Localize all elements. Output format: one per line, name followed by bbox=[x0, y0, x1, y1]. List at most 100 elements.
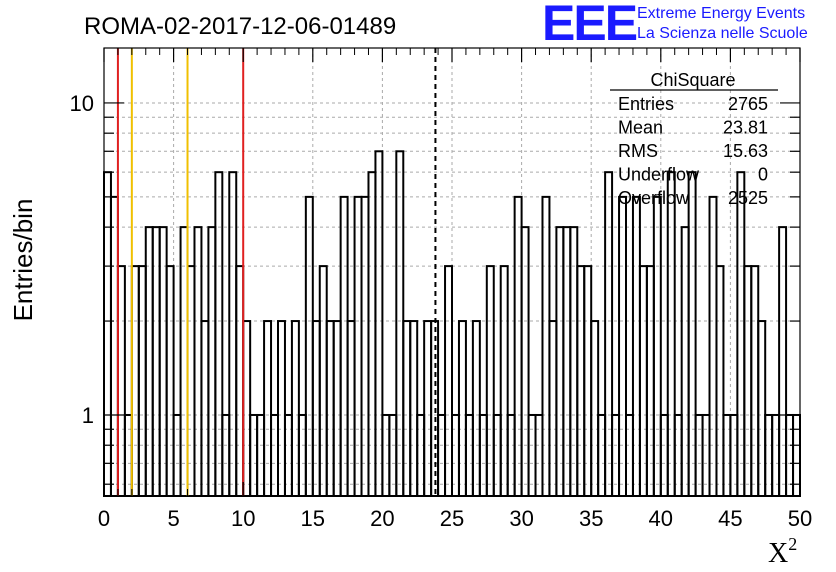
stats-value: 23.81 bbox=[723, 118, 768, 138]
threshold-lines bbox=[116, 48, 437, 496]
histogram-bin bbox=[569, 226, 579, 497]
x-tick-label: 5 bbox=[167, 506, 179, 531]
histogram-bin bbox=[179, 226, 189, 497]
histogram-bin bbox=[499, 265, 509, 497]
stats-label: Overflow bbox=[618, 188, 690, 208]
axis-ticks bbox=[103, 48, 801, 496]
x-tick-label: 15 bbox=[301, 506, 325, 531]
histogram-bin bbox=[200, 320, 210, 498]
x-tick-label: 10 bbox=[231, 506, 255, 531]
histogram-bin bbox=[158, 226, 168, 497]
x-axis-label: X2 bbox=[768, 534, 797, 569]
histogram-bin bbox=[374, 150, 384, 497]
histogram-bin bbox=[332, 320, 342, 498]
histogram-bin bbox=[736, 171, 746, 498]
histogram-bin bbox=[228, 171, 238, 498]
stats-label: Entries bbox=[618, 94, 674, 114]
histogram-bin bbox=[778, 226, 788, 497]
histogram-bin bbox=[743, 265, 753, 497]
histogram-bin bbox=[304, 195, 314, 497]
histogram-bin bbox=[645, 265, 655, 497]
histogram-bin bbox=[590, 320, 600, 498]
x-tick-label: 25 bbox=[440, 506, 464, 531]
x-axis-label-base: X bbox=[768, 538, 788, 569]
stats-rows: Entries 2765 Mean 23.81 RMS 15.63 Underflow 0 Ov… bbox=[618, 94, 768, 208]
stats-label: RMS bbox=[618, 141, 658, 161]
histogram-bin bbox=[555, 226, 565, 497]
histogram-bin bbox=[353, 195, 363, 497]
histogram-bin bbox=[103, 171, 112, 498]
histogram-bin bbox=[402, 320, 412, 498]
x-axis-label-sup: 2 bbox=[788, 534, 797, 554]
histogram-bin bbox=[444, 265, 454, 497]
histogram-bin bbox=[548, 320, 558, 498]
histogram-bin bbox=[151, 226, 161, 497]
stats-value: 2525 bbox=[728, 188, 768, 208]
histogram-bin bbox=[520, 226, 530, 497]
x-tick-label: 20 bbox=[370, 506, 394, 531]
histogram-bin bbox=[604, 171, 614, 498]
histogram-bin bbox=[367, 171, 377, 498]
logo-line-1: Extreme Energy Events bbox=[637, 5, 805, 22]
histogram-bin bbox=[562, 226, 572, 497]
x-tick-label: 0 bbox=[98, 506, 110, 531]
histogram-bin bbox=[290, 320, 300, 498]
histogram-bin bbox=[757, 320, 767, 498]
x-tick-label: 50 bbox=[788, 506, 812, 531]
histogram-bin bbox=[235, 265, 245, 497]
tick-labels: 0 5 10 15 20 25 30 35 40 45 50 1 10 bbox=[70, 91, 813, 531]
eee-logo: EEE Extreme Energy Events La Scienza nel… bbox=[542, 0, 808, 51]
histogram-bin bbox=[207, 226, 217, 497]
histogram-bin bbox=[513, 195, 523, 497]
histogram-bin bbox=[457, 320, 467, 498]
histogram-bin bbox=[395, 150, 405, 497]
histogram-bin bbox=[186, 265, 196, 497]
y-tick-label: 1 bbox=[82, 403, 94, 428]
stats-box: ChiSquare Entries 2765 Mean 23.81 RMS 15.63 Un… bbox=[610, 70, 778, 208]
histogram-bars bbox=[103, 150, 801, 498]
stats-value: 2765 bbox=[728, 94, 768, 114]
histogram-bin bbox=[576, 265, 586, 497]
histogram-bin bbox=[109, 195, 119, 497]
histogram-bin bbox=[666, 171, 676, 498]
logo-line-2: La Scienza nelle Scuole bbox=[637, 25, 808, 42]
histogram-bin bbox=[715, 265, 725, 497]
histogram-bin bbox=[423, 320, 433, 498]
histogram-bin bbox=[165, 265, 175, 497]
histogram-bin bbox=[242, 320, 252, 498]
histogram-bin bbox=[750, 265, 760, 497]
histogram-bin bbox=[116, 265, 126, 497]
histogram-bin bbox=[144, 226, 154, 497]
histogram-bin bbox=[687, 171, 697, 498]
histogram-bin bbox=[631, 195, 641, 497]
histogram-bin bbox=[277, 320, 286, 498]
histogram-bin bbox=[583, 265, 593, 497]
histogram-bin bbox=[193, 226, 203, 497]
stats-value: 15.63 bbox=[723, 141, 768, 161]
y-tick-label: 10 bbox=[70, 91, 94, 116]
histogram-bin bbox=[360, 195, 370, 497]
x-tick-label: 30 bbox=[509, 506, 533, 531]
histogram-bin bbox=[471, 320, 481, 498]
y-axis-label: Entries/bin bbox=[8, 199, 38, 322]
stats-header: ChiSquare bbox=[650, 70, 735, 90]
histogram-bin bbox=[485, 265, 495, 497]
histogram-bin bbox=[214, 171, 224, 498]
histogram-bin bbox=[638, 265, 648, 497]
histogram-bin bbox=[409, 320, 419, 498]
x-tick-label: 35 bbox=[579, 506, 603, 531]
histogram-bin bbox=[346, 320, 356, 498]
x-tick-label: 40 bbox=[649, 506, 673, 531]
histogram-bin bbox=[137, 265, 147, 497]
histogram-bin bbox=[708, 195, 718, 497]
logo-mark: EEE bbox=[542, 0, 637, 51]
histogram-bin bbox=[263, 320, 273, 498]
x-tick-label: 45 bbox=[718, 506, 742, 531]
histogram-bin bbox=[318, 265, 328, 497]
histogram-bin bbox=[618, 195, 627, 497]
histogram-bin bbox=[680, 226, 690, 497]
stats-label: Mean bbox=[618, 118, 663, 138]
stats-label: Underflow bbox=[618, 165, 700, 185]
histogram-bin bbox=[339, 195, 349, 497]
